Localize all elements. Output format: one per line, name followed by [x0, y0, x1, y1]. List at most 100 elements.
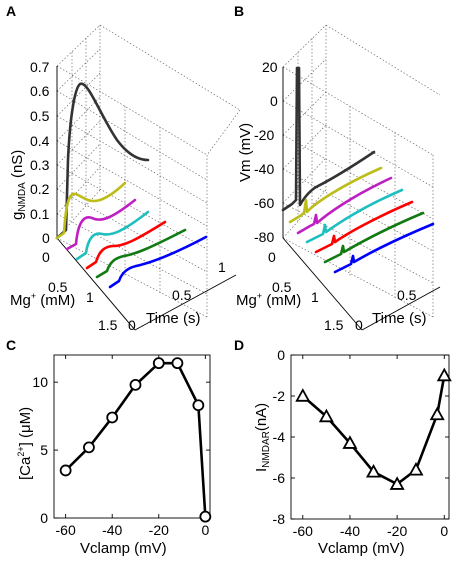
c-ylabel: [Ca2+] (μM): [16, 407, 34, 480]
a-ztick-0.7: 0.7: [30, 59, 50, 75]
b-trace-2: [296, 176, 393, 235]
c-point: [192, 399, 205, 412]
panel-d: D -60 -40 -20 0-8-6-4-20 Vclamp (mV) INMDAR…: [234, 337, 452, 557]
d-xtick-label: -20: [387, 523, 407, 539]
d-xtick-label: -60: [293, 523, 313, 539]
d-point: [408, 461, 424, 476]
c-xtick-label: -40: [102, 522, 122, 538]
c-xtick-label: -60: [56, 522, 76, 538]
c-ticklabels: -60 -40 -20 0 0 5 10: [32, 374, 209, 538]
a-xtick-1: 1: [218, 259, 226, 275]
panel-a-traces: [55, 82, 208, 289]
c-ytick-label: 0: [40, 510, 48, 526]
panel-a-xticks: 0 0.5 1: [128, 259, 226, 333]
d-point: [436, 367, 452, 382]
a-trace-1: [55, 181, 127, 240]
d-point: [429, 406, 445, 421]
b-trace-1: [288, 166, 383, 224]
b-trace-0: [281, 66, 376, 212]
b-zlabel: Vm (mV): [237, 123, 254, 182]
c-point: [106, 411, 119, 424]
a-ylabel: Mg+ (mM): [10, 291, 75, 309]
b-ytick-1: 1: [311, 289, 319, 305]
c-ytick-label: 10: [32, 374, 48, 390]
a-xtick-0.5: 0.5: [172, 287, 192, 303]
d-ytick-label: -6: [273, 470, 286, 486]
b-trace-4: [314, 200, 414, 254]
c-point: [171, 357, 184, 370]
a-zlabel: gNMDA (nS): [9, 150, 28, 220]
panel-a: A: [6, 3, 241, 333]
b-ytick-0.5: 0.5: [272, 279, 292, 295]
b-ztick-n40: -40: [254, 161, 274, 177]
panel-letter-d: D: [234, 337, 244, 353]
d-point: [389, 476, 405, 490]
panel-a-yticks: 0 0.5 1 1.5: [42, 249, 118, 333]
d-point: [342, 435, 358, 449]
d-point: [295, 388, 311, 402]
b-xtick-0.5: 0.5: [397, 287, 417, 303]
d-ticklabels: -60 -40 -20 0-8-6-4-20: [273, 347, 449, 539]
panel-a-zticks: 0.7 0.6 0.5 0.4 0.3 0.2 0.1 0: [30, 59, 50, 246]
d-ytick-label: -8: [273, 511, 286, 527]
a-trace-2: [65, 198, 137, 251]
d-ytick-label: 0: [277, 347, 285, 363]
a-ztick-0: 0: [42, 230, 50, 246]
a-ztick-0.6: 0.6: [30, 83, 50, 99]
a-trace-6: [108, 235, 208, 289]
a-ytick-1: 1: [86, 289, 94, 305]
a-xtick-0: 0: [128, 317, 136, 333]
b-ytick-1.5: 1.5: [324, 317, 344, 333]
d-ticks: [291, 354, 449, 520]
a-ytick-0.5: 0.5: [48, 279, 68, 295]
b-trace-3: [305, 188, 404, 244]
a-trace-3: [75, 210, 150, 261]
a-ytick-0: 0: [42, 249, 50, 265]
panel-letter-c: C: [6, 337, 16, 353]
c-xtick-label: -20: [149, 522, 169, 538]
panel-letter-a: A: [6, 3, 16, 19]
c-plot-frame: [53, 354, 211, 519]
c-point: [83, 441, 95, 454]
panel-a-axes: [56, 66, 237, 331]
d-point: [366, 463, 382, 478]
panel-b-grid: [282, 24, 441, 318]
b-ztick-n80: -80: [254, 229, 274, 245]
c-ytick-label: 5: [40, 442, 48, 458]
b-trace-6: [333, 222, 435, 274]
b-ztick-20: 20: [262, 59, 278, 75]
b-xlabel: Time (s): [372, 310, 426, 327]
d-ylabel: INMDAR(nA): [253, 403, 272, 472]
b-ztick-0: 0: [270, 93, 278, 109]
d-ytick-label: -4: [273, 429, 286, 445]
a-ztick-0.1: 0.1: [30, 206, 50, 222]
panel-b-yticks: 0 0.5 1 1.5: [268, 249, 344, 333]
b-ztick-n20: -20: [254, 127, 274, 143]
a-xlabel: Time (s): [146, 310, 200, 327]
c-point: [59, 464, 72, 477]
c-markers: [59, 357, 212, 523]
a-trace-0: [55, 82, 150, 240]
panel-b-zticks: 20 0 -20 -40 -60 -80: [254, 59, 278, 245]
a-trace-5: [95, 228, 187, 279]
d-plot-frame: [290, 354, 450, 520]
c-point: [152, 357, 165, 370]
a-ztick-0.4: 0.4: [30, 133, 50, 149]
panel-b: B 20: [234, 3, 441, 333]
b-ztick-n60: -60: [254, 195, 274, 211]
d-markers: [295, 367, 452, 490]
d-xtick-label: -40: [340, 523, 360, 539]
d-ytick-label: -2: [273, 388, 286, 404]
c-point: [129, 378, 142, 391]
panel-a-grid: [56, 24, 241, 318]
c-series: [64, 361, 207, 517]
d-xtick-label: 0: [440, 523, 448, 539]
b-ylabel: Mg+ (mM): [236, 291, 301, 309]
panel-c: C -60 -40 -20 0 0 5 10 Vclamp (mV) [Ca2+] (μM): [6, 337, 212, 557]
b-xtick-0: 0: [355, 317, 363, 333]
a-ztick-0.3: 0.3: [30, 157, 50, 173]
panel-letter-b: B: [234, 3, 244, 19]
d-point: [318, 408, 334, 423]
panel-b-traces: [281, 66, 435, 274]
